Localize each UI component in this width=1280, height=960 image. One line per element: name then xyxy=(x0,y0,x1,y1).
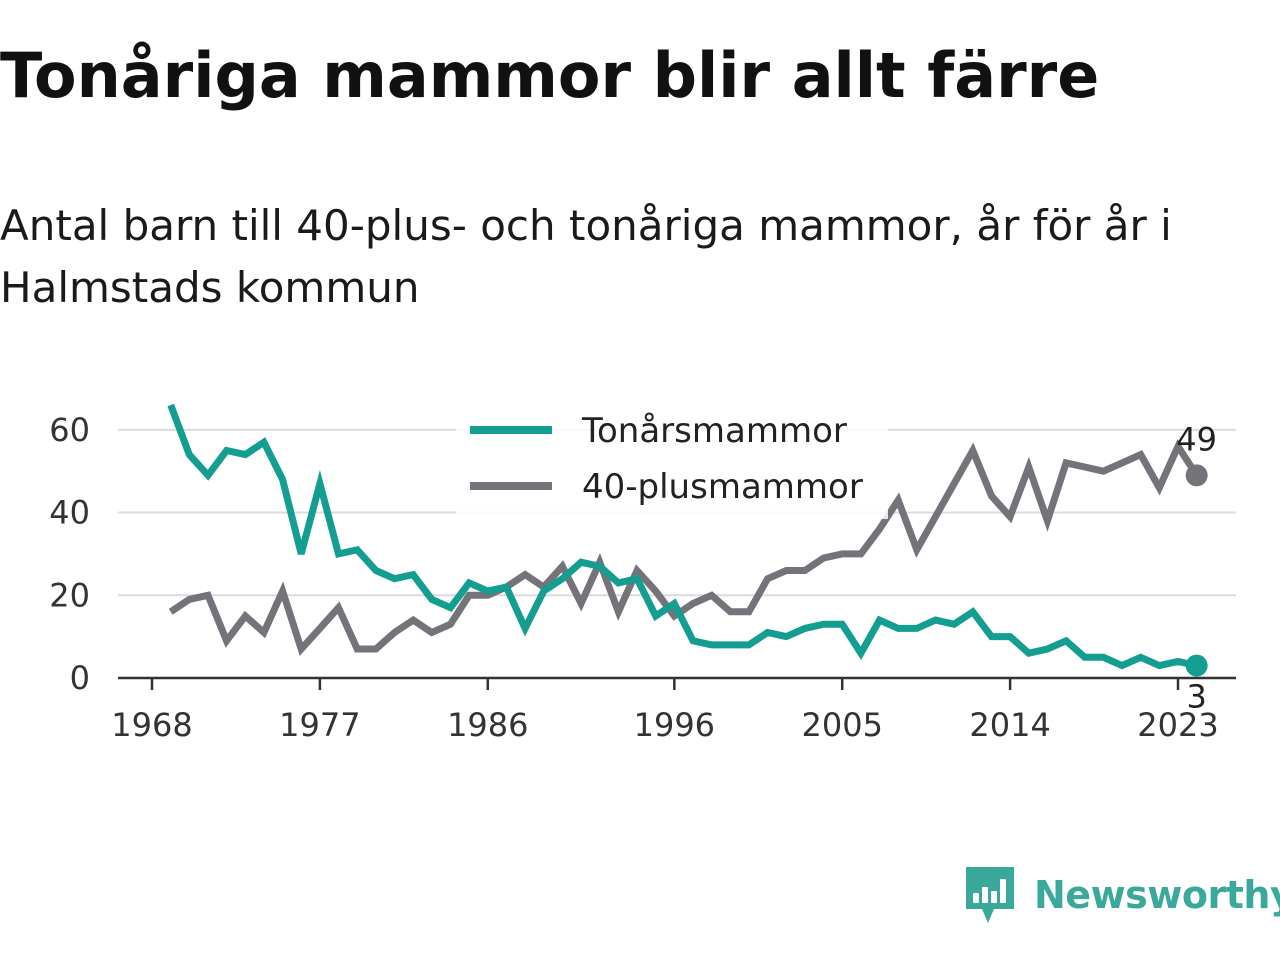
axes: 0 20 40 60 1968 1977 1986 1996 2005 2014 2023 xyxy=(49,411,1236,744)
series-line-40-plusmammor xyxy=(168,439,1200,656)
chart-subtitle: Antal barn till 40-plus- och tonåriga ma… xyxy=(0,201,1172,312)
x-tick-label: 2014 xyxy=(969,706,1050,744)
brand-name: Newsworthy xyxy=(1034,873,1280,917)
y-tick-label: 20 xyxy=(49,576,90,614)
y-tick-label: 0 xyxy=(70,659,90,697)
y-tick-label: 40 xyxy=(49,494,90,532)
chart-title: Tonåriga mammor blir allt färre xyxy=(0,39,1100,112)
newsworthy-logo-icon xyxy=(966,867,1014,923)
x-tick-label: 1968 xyxy=(111,706,192,744)
series-end-point xyxy=(1185,464,1208,487)
x-tick-label: 2005 xyxy=(801,706,882,744)
y-tick-label: 60 xyxy=(49,411,90,449)
newsworthy-logo[interactable]: Newsworthy xyxy=(964,865,1280,925)
end-labels: 3 49 xyxy=(1176,420,1217,715)
legend-label: Tonårsmammor xyxy=(581,411,847,451)
series-end-point xyxy=(1185,654,1208,677)
legend-background xyxy=(456,407,888,519)
end-label-tonarsmammor: 3 xyxy=(1186,678,1206,716)
x-tick-label: 2023 xyxy=(1137,706,1218,744)
x-tick-label: 1996 xyxy=(634,706,715,744)
end-label-40-plusmammor: 49 xyxy=(1176,420,1217,458)
x-tick-label: 1986 xyxy=(447,706,528,744)
series-lines xyxy=(167,403,1208,677)
legend-label: 40-plusmammor xyxy=(582,467,863,507)
x-tick-label: 1977 xyxy=(279,706,360,744)
series-line-tonarsmammor xyxy=(167,403,1198,670)
legend: Tonårsmammor 40-plusmammor xyxy=(456,407,888,519)
